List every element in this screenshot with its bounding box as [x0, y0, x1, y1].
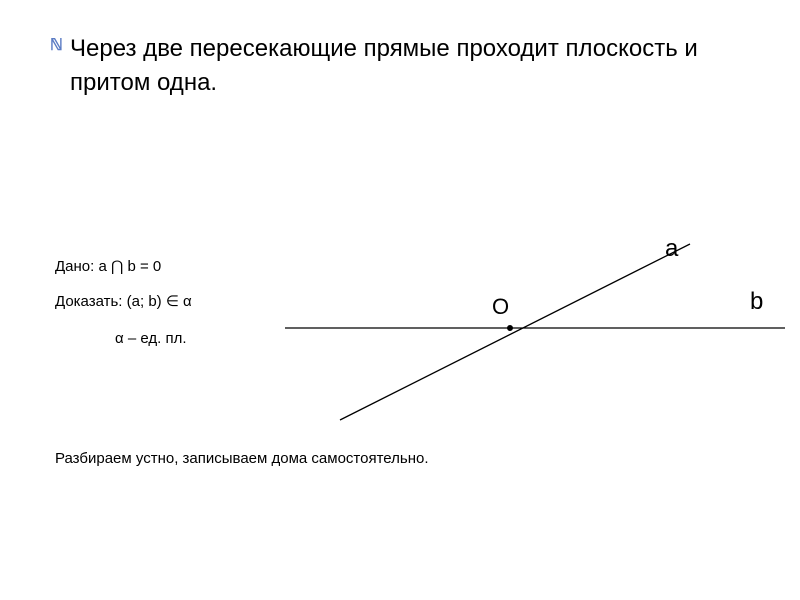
prove-text: Доказать: (a; b) ∈ α [55, 292, 192, 310]
diagram-svg [285, 230, 795, 440]
given-text: Дано: a ⋂ b = 0 [55, 257, 161, 275]
theorem-heading: Через две пересекающие прямые проходит п… [70, 32, 720, 99]
bullet-icon: ℕ [50, 35, 62, 49]
footer-note: Разбираем устно, записываем дома самосто… [55, 450, 428, 467]
line-a [340, 244, 690, 420]
line-b-label: b [750, 288, 763, 316]
intersection-point [507, 325, 513, 331]
point-o-label: O [492, 294, 509, 320]
intersecting-lines-diagram: O a b [285, 230, 795, 440]
alpha-note: α – ед. пл. [115, 330, 187, 347]
line-a-label: a [665, 235, 678, 263]
